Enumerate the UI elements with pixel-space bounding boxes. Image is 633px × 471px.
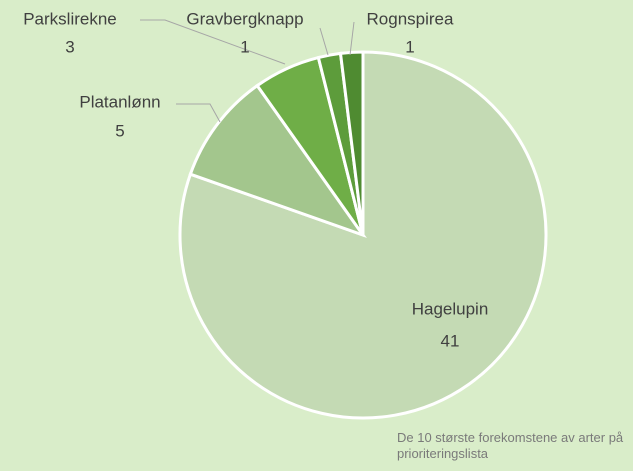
slice-label: Rognspirea [367, 9, 454, 28]
leader-line [319, 27, 329, 56]
slice-value: 3 [65, 37, 74, 56]
slice-label: Hagelupin [412, 299, 489, 318]
slice-label: Gravbergknapp [186, 9, 303, 28]
note: De 10 største forekomstene av arter på p… [397, 430, 624, 461]
slice-value: 1 [405, 37, 414, 56]
leader-line [176, 103, 221, 123]
leader-line [349, 21, 355, 56]
pie-slice [338, 50, 365, 236]
slice-label: Platanlønn [79, 92, 160, 111]
pie-slice [188, 83, 367, 238]
slice-value: 41 [441, 331, 460, 350]
slice-value: 5 [115, 121, 124, 140]
leader-line [140, 19, 286, 65]
slice-label: Parkslirekne [23, 9, 117, 28]
slice-value: 1 [240, 37, 249, 56]
